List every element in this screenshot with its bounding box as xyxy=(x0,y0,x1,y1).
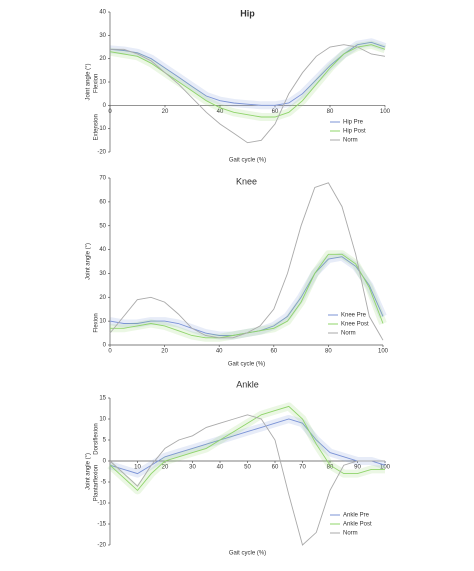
x-tick-label: 0 xyxy=(108,349,112,355)
x-tick-label: 20 xyxy=(162,109,169,115)
x-tick-label: 80 xyxy=(327,109,334,115)
series-line xyxy=(110,44,386,144)
chart-title: Hip xyxy=(240,8,255,18)
y-tick-label: 70 xyxy=(99,176,106,182)
y-tick-label: -15 xyxy=(97,522,106,528)
y-tick-label: 10 xyxy=(99,319,106,325)
x-tick-label: 60 xyxy=(270,349,277,355)
y-tick-label: 10 xyxy=(99,80,106,86)
y-tick-label: 40 xyxy=(99,10,106,16)
legend-label: Norm xyxy=(343,138,358,144)
y-tick-label: 0 xyxy=(103,103,107,109)
x-axis-label: Gait cycle (%) xyxy=(229,551,266,557)
legend-label: Knee Post xyxy=(341,322,369,328)
y-tick-label: 60 xyxy=(99,199,106,205)
chart-title: Knee xyxy=(236,176,257,186)
y-tick-label: 20 xyxy=(99,295,106,301)
x-tick-label: 10 xyxy=(134,465,141,471)
series-line xyxy=(109,41,386,106)
legend-label: Norm xyxy=(341,331,356,337)
y-lower-label: Extension xyxy=(94,114,100,140)
y-tick-label: 30 xyxy=(99,271,106,277)
x-tick-label: 30 xyxy=(189,465,196,471)
y-tick-label: -10 xyxy=(97,126,106,132)
x-tick-label: 60 xyxy=(272,109,279,115)
x-tick-label: 40 xyxy=(217,465,224,471)
x-tick-label: 100 xyxy=(380,109,391,115)
legend-label: Ankle Post xyxy=(343,522,372,528)
y-tick-label: -20 xyxy=(97,543,106,549)
x-tick-label: 100 xyxy=(380,465,391,471)
legend-label: Hip Pre xyxy=(343,120,364,126)
series-line xyxy=(109,182,384,341)
legend-label: Hip Post xyxy=(343,129,366,135)
y-tick-label: 30 xyxy=(99,33,106,39)
x-tick-label: 60 xyxy=(272,465,279,471)
legend-label: Knee Pre xyxy=(341,313,367,319)
x-tick-label: 100 xyxy=(378,349,389,355)
chart-title: Ankle xyxy=(236,379,259,389)
x-tick-label: 80 xyxy=(325,349,332,355)
x-tick-label: 20 xyxy=(161,349,168,355)
series-line xyxy=(109,44,386,118)
legend-label: Ankle Pre xyxy=(343,513,370,519)
y-tick-label: 10 xyxy=(99,417,106,423)
y-tick-label: 15 xyxy=(99,396,106,402)
y-tick-label: -20 xyxy=(97,150,106,156)
y-upper-label: Dorsiflexion xyxy=(94,423,100,454)
series-line xyxy=(109,418,386,475)
x-axis-label: Gait cycle (%) xyxy=(228,362,265,368)
line-halo xyxy=(107,402,385,495)
y-upper-label: Flexion xyxy=(94,74,100,93)
legend-label: Norm xyxy=(343,531,358,537)
y-upper-label: Flexion xyxy=(94,313,100,332)
x-tick-label: 50 xyxy=(244,465,251,471)
y-axis-label: Joint angle (°) xyxy=(86,63,92,100)
y-tick-label: 40 xyxy=(99,247,106,253)
y-tick-label: 20 xyxy=(99,56,106,62)
x-axis-label: Gait cycle (%) xyxy=(229,158,266,164)
series-line xyxy=(109,414,385,546)
x-tick-label: 90 xyxy=(354,465,361,471)
y-tick-label: 0 xyxy=(103,459,107,465)
x-tick-label: 70 xyxy=(299,465,306,471)
y-tick-label: 0 xyxy=(103,343,107,349)
x-tick-label: 0 xyxy=(108,109,112,115)
y-tick-label: -5 xyxy=(101,480,107,486)
x-tick-label: 20 xyxy=(162,465,169,471)
y-lower-label: Plantarflexion xyxy=(94,465,100,501)
y-axis-label: Joint angle (°) xyxy=(86,243,92,280)
y-tick-label: 5 xyxy=(103,438,107,444)
x-tick-label: 40 xyxy=(217,109,224,115)
x-tick-label: 40 xyxy=(216,349,223,355)
series-line xyxy=(109,405,385,492)
y-tick-label: -10 xyxy=(97,501,106,507)
y-axis-label: Joint angle (°) xyxy=(86,453,92,490)
y-tick-label: 50 xyxy=(99,223,106,229)
x-tick-label: 80 xyxy=(327,465,334,471)
